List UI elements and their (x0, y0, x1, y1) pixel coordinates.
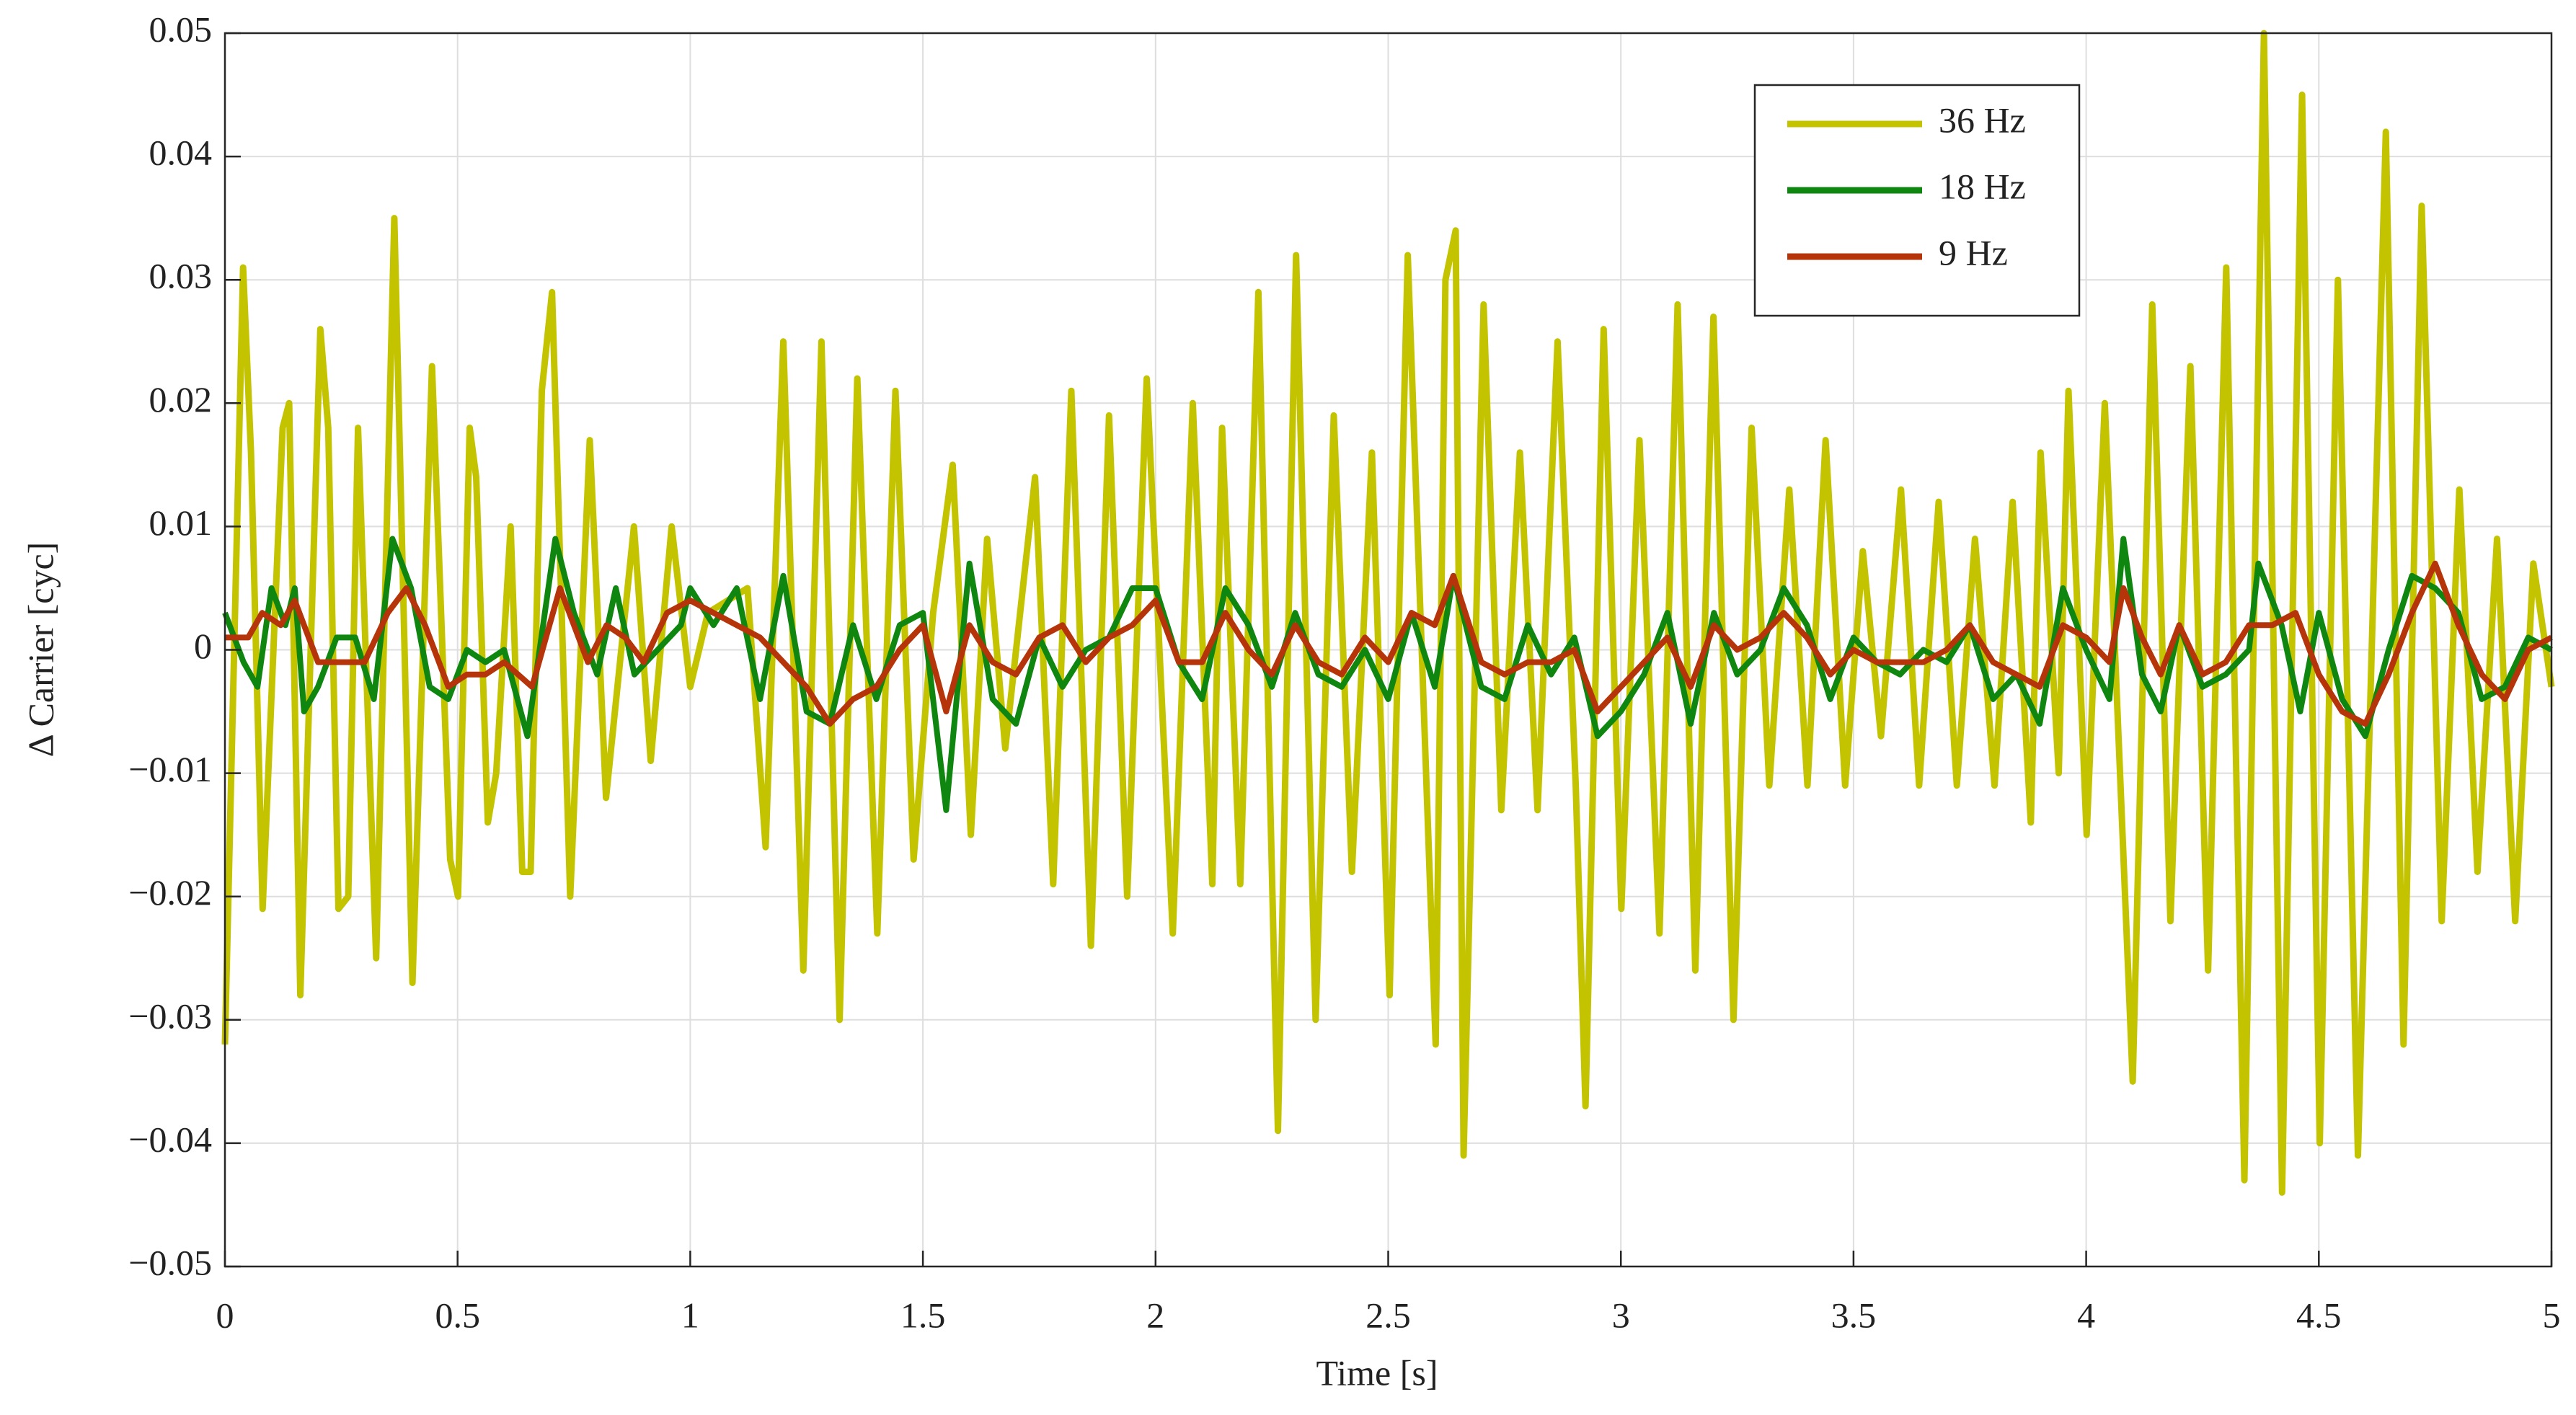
x-axis-label: Time [s] (1316, 1352, 1438, 1393)
series-line (221, 30, 2555, 1196)
x-tick-label: 0.5 (435, 1295, 480, 1335)
ticks: 0 0.5 1 1.5 2 2.5 3 3.5 4 4.5 5 −0.05 −0.04 −0.03 −0.0… (128, 9, 2560, 1335)
legend-label: 9 Hz (1939, 232, 2008, 272)
y-tick-label: −0.04 (128, 1119, 212, 1159)
y-axis-label: Δ Carrier [cyc] (20, 542, 61, 758)
y-tick-label: −0.05 (128, 1242, 212, 1282)
y-tick-label: 0.04 (149, 133, 213, 173)
series-line (222, 536, 2553, 813)
y-tick-label: −0.02 (128, 872, 212, 913)
y-tick-label: −0.01 (128, 749, 212, 789)
y-tick-label: 0.01 (149, 502, 213, 543)
x-tick-label: 2 (1146, 1295, 1164, 1335)
y-tick-label: 0 (194, 626, 212, 666)
x-tick-label: 0 (216, 1295, 234, 1335)
y-tick-label: 0.02 (149, 379, 213, 420)
y-tick-label: 0.03 (149, 256, 213, 296)
x-tick-label: 5 (2543, 1295, 2561, 1335)
series-line (225, 560, 2553, 727)
x-tick-label: 4 (2077, 1295, 2095, 1335)
legend-box (1753, 84, 2081, 317)
x-tick-label: 2.5 (1366, 1295, 1411, 1335)
y-tick-label: 0.05 (149, 9, 213, 49)
legend: 36 Hz 18 Hz 9 Hz (1753, 84, 2081, 317)
x-tick-label: 3 (1612, 1295, 1630, 1335)
x-tick-label: 3.5 (1831, 1295, 1877, 1335)
x-tick-label: 1 (681, 1295, 699, 1335)
legend-label: 36 Hz (1939, 99, 2026, 140)
x-tick-label: 4.5 (2296, 1295, 2342, 1335)
lines (221, 30, 2555, 1196)
y-tick-label: −0.03 (128, 995, 212, 1036)
legend-label: 18 Hz (1939, 166, 2026, 206)
x-tick-label: 1.5 (900, 1295, 946, 1335)
